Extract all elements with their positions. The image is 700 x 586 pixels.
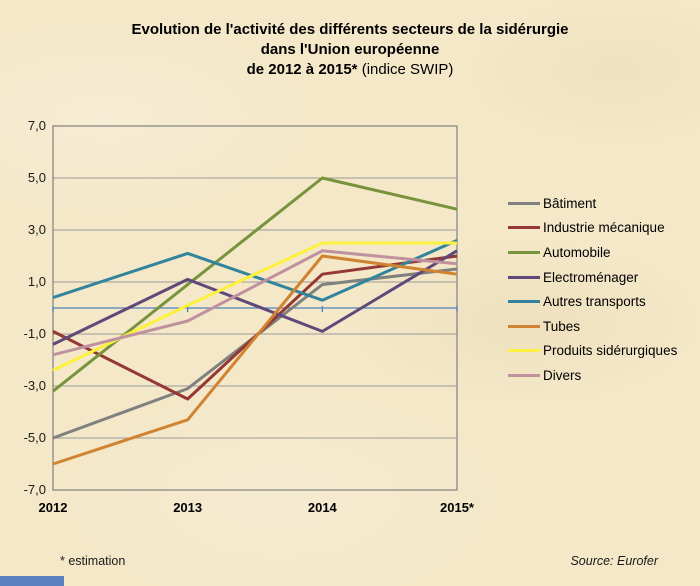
legend-item: Produits sidérurgiques [508, 339, 677, 364]
legend-label: Automobile [543, 244, 611, 260]
y-tick-label: 3,0 [27, 222, 46, 237]
legend-item: Industrie mécanique [508, 216, 677, 241]
series-line-divers [52, 249, 458, 357]
chart-title-line2: dans l'Union européenne [260, 41, 440, 58]
legend-line-swatch [508, 300, 540, 304]
legend: Bâtiment Industrie mécanique Automobile Ele… [508, 191, 677, 388]
y-tick-label: -1,0 [23, 326, 46, 341]
series-line-autres-transports [52, 239, 458, 302]
legend-item: Bâtiment [508, 191, 677, 216]
y-tick-label: 5,0 [27, 170, 46, 185]
series-line-electromenager [52, 249, 458, 346]
legend-line-swatch [508, 226, 540, 230]
legend-line-swatch [508, 250, 540, 254]
series-line-batiment [52, 267, 458, 440]
y-tick-label: 7,0 [27, 118, 46, 133]
legend-item: Autres transports [508, 289, 677, 314]
legend-line-swatch [508, 201, 540, 205]
x-tick-label: 2014 [307, 500, 337, 515]
legend-line-swatch [508, 349, 540, 353]
legend-label: Autres transports [543, 294, 646, 310]
x-tick-label: 2015* [440, 500, 474, 515]
legend-item: Electroménager [508, 265, 677, 290]
legend-label: Bâtiment [543, 195, 597, 211]
y-tick-label: -7,0 [23, 482, 46, 497]
x-tick-label: 2013 [173, 500, 203, 515]
legend-item: Automobile [508, 240, 677, 265]
legend-line-swatch [508, 324, 540, 328]
legend-item: Tubes [508, 314, 677, 339]
x-tick-label: 2012 [38, 500, 68, 515]
bottom-left-blue-strip [0, 576, 64, 586]
source-credit: Source: Eurofer [570, 554, 658, 568]
legend-label: Industrie mécanique [543, 220, 665, 236]
legend-line-swatch [508, 373, 540, 377]
chart-title-line3: de 2012 à 2015* (indice SWIP) [246, 61, 454, 78]
legend-label: Tubes [543, 318, 581, 334]
series-line-tubes [52, 254, 458, 466]
chart-title: Evolution de l'activité des différents s… [0, 20, 700, 80]
estimation-footnote: * estimation [60, 554, 126, 568]
chart-title-line1: Evolution de l'activité des différents s… [131, 21, 569, 38]
y-tick-label: 1,0 [27, 274, 46, 289]
legend-label: Produits sidérurgiques [543, 343, 678, 359]
y-tick-label: -3,0 [23, 378, 46, 393]
legend-label: Electroménager [543, 269, 639, 285]
legend-item: Divers [508, 363, 677, 388]
y-tick-label: -5,0 [23, 430, 46, 445]
legend-label: Divers [543, 367, 582, 383]
legend-line-swatch [508, 275, 540, 279]
